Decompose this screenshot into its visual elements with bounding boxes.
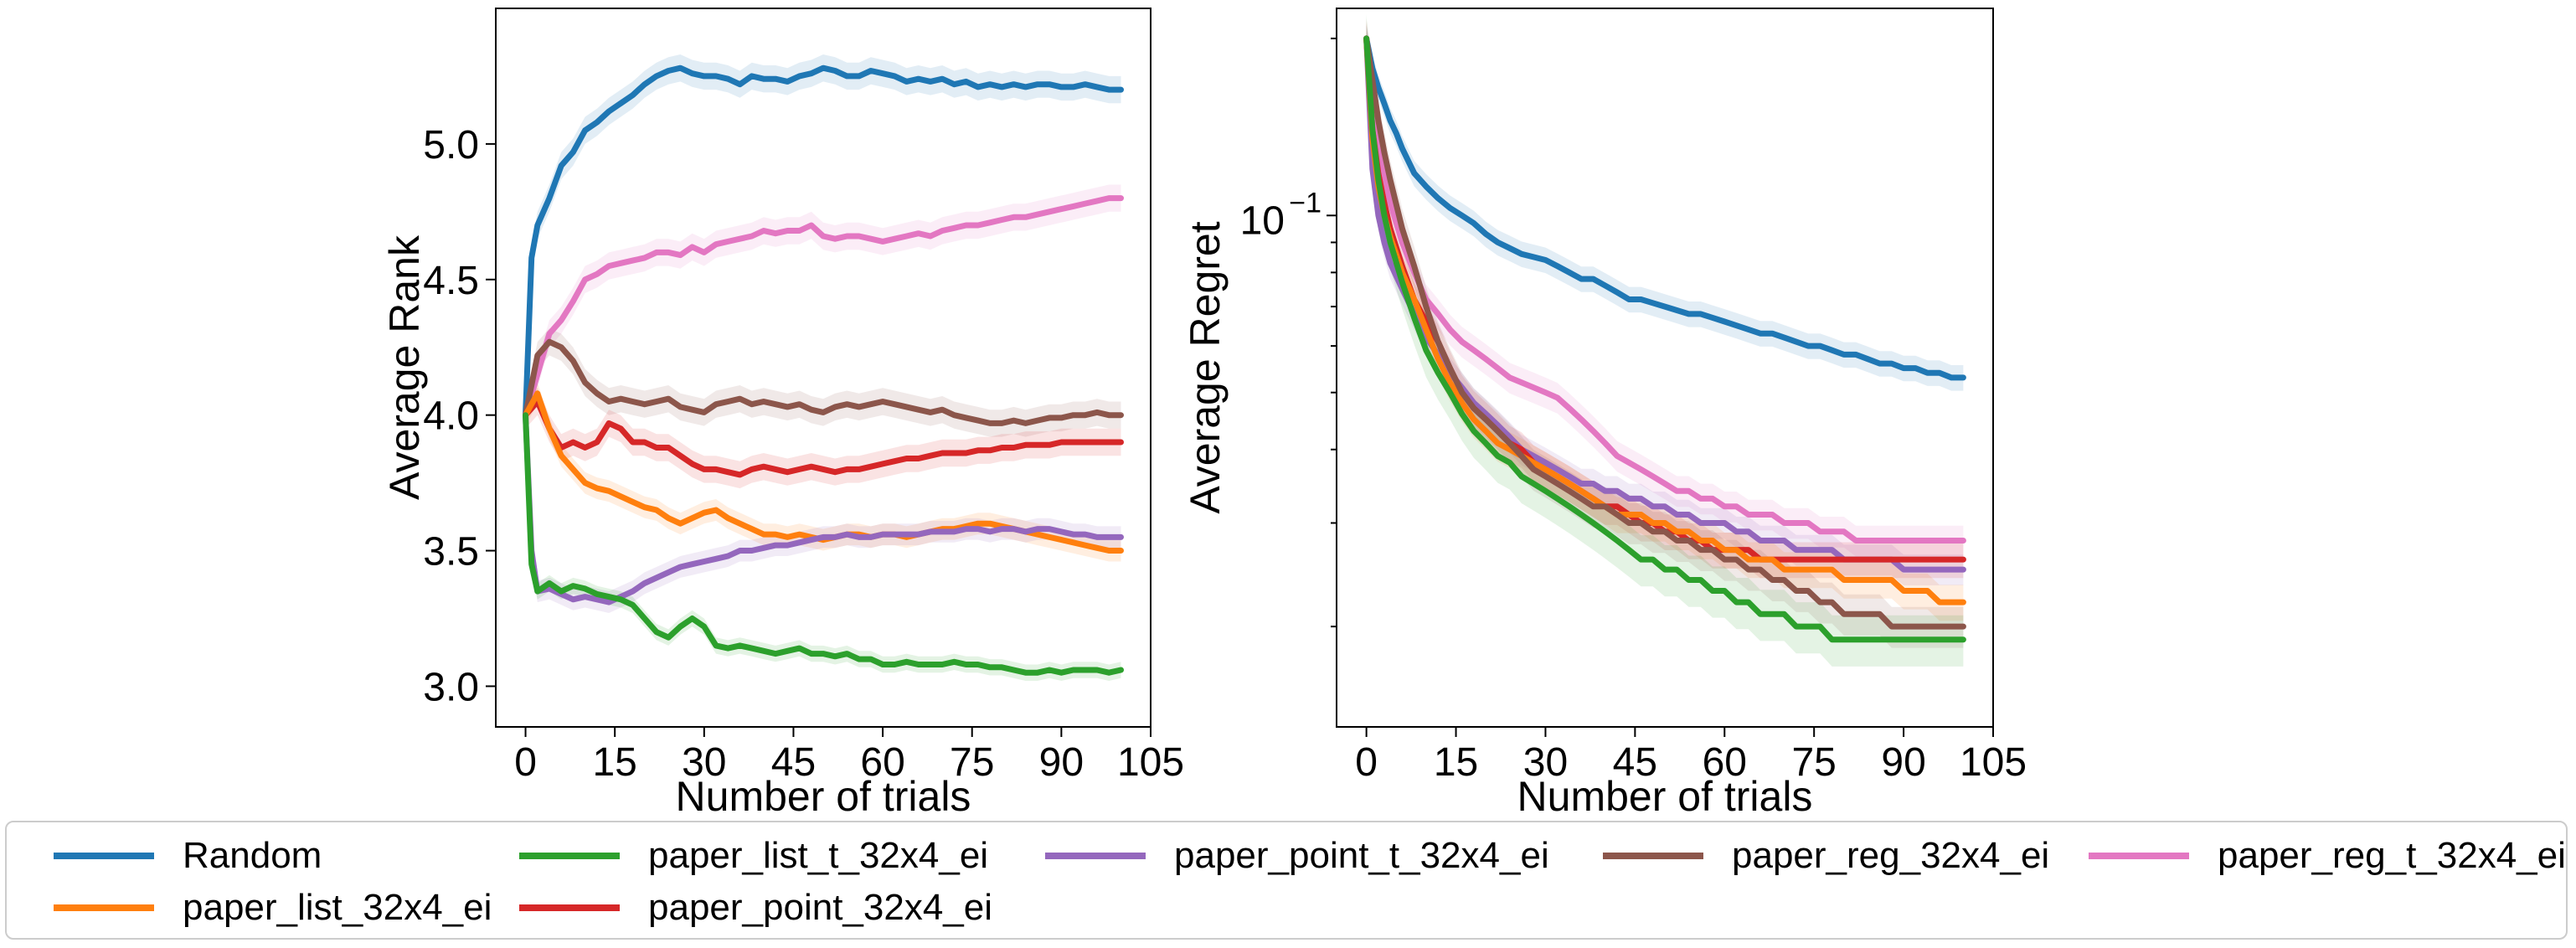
legend: Random paper_list_32x4_ei paper_list_t_3… (5, 821, 2568, 940)
x-tick-label: 30 (1523, 740, 1568, 785)
y-tick-label: 4.0 (423, 394, 479, 439)
band-random (525, 54, 1121, 429)
series-line-paper-point-32x4-ei (523, 399, 1124, 478)
series-line-paper-list-32x4-ei (1363, 35, 1966, 605)
legend-label: paper_list_t_32x4_ei (648, 835, 989, 876)
legend-item-paper-list: paper_list_32x4_ei (54, 883, 492, 933)
series-line-paper-list-t-32x4-ei (523, 412, 1124, 676)
x-tick-label: 75 (950, 740, 994, 785)
legend-label: Random (183, 835, 322, 876)
x-tick-label: 15 (1434, 740, 1478, 785)
x-tick-label: 75 (1791, 740, 1836, 785)
legend-label: paper_list_32x4_ei (183, 887, 492, 928)
band-random (1366, 26, 1964, 391)
series-line-paper-list-t-32x4-ei (1363, 35, 1966, 643)
series-lines (523, 64, 1124, 676)
band-paper-list-32x4-ei (525, 382, 1121, 562)
x-axis-label: Number of trials (676, 773, 971, 820)
average-regret-chart: 0 15 30 45 60 75 90 105 10 −1 Number of trials Aver… (1182, 8, 2027, 820)
band-paper-reg-t-32x4-ei (1366, 23, 1964, 557)
x-tick-label: 60 (1703, 740, 1747, 785)
average-rank-chart: 0 15 30 45 60 75 90 105 3.0 3.5 4.0 4.5 5.0 Number of… (381, 8, 1184, 820)
series-line-paper-reg-32x4-ei (1363, 35, 1966, 630)
axes-frame (1336, 8, 1994, 728)
legend-label: paper_reg_t_32x4_ei (2218, 835, 2566, 876)
legend-swatch (1045, 853, 1146, 859)
x-tick-label: 30 (682, 740, 726, 785)
y-tick-label: 3.5 (423, 530, 479, 574)
legend-swatch (54, 853, 154, 859)
series-line-paper-reg-t-32x4-ei (1363, 35, 1966, 544)
x-tick-label: 105 (1117, 740, 1184, 785)
legend-item-paper-point: paper_point_32x4_ei (519, 883, 992, 933)
legend-swatch (1603, 853, 1703, 859)
y-tick-label: 4.5 (423, 259, 479, 303)
axes-frame (495, 8, 1151, 728)
y-axis-label: Average Rank (381, 234, 428, 500)
x-tick-label: 0 (1355, 740, 1378, 785)
series-lines (1363, 35, 1966, 643)
confidence-bands (525, 54, 1121, 681)
series-line-random (1363, 35, 1966, 381)
series-line-paper-reg-t-32x4-ei (523, 195, 1124, 419)
band-paper-point-32x4-ei (525, 388, 1121, 489)
legend-label: paper_point_32x4_ei (648, 887, 993, 928)
y-tick-label: 10 (1240, 198, 1285, 243)
legend-label: paper_reg_32x4_ei (1732, 835, 2050, 876)
legend-item-paper-reg-t: paper_reg_t_32x4_ei (2089, 831, 2566, 881)
band-paper-point-32x4-ei (1366, 21, 1964, 579)
band-paper-point-t-32x4-ei (525, 404, 1121, 613)
legend-swatch (519, 904, 620, 911)
legend-item-random: Random (54, 831, 322, 881)
series-line-paper-reg-32x4-ei (523, 338, 1124, 426)
legend-item-paper-reg: paper_reg_32x4_ei (1603, 831, 2049, 881)
x-tick-label: 60 (860, 740, 904, 785)
series-line-random (523, 64, 1124, 419)
band-paper-reg-32x4-ei (525, 328, 1121, 437)
x-tick-label: 45 (1613, 740, 1657, 785)
legend-swatch (54, 904, 154, 911)
x-tick-label: 15 (592, 740, 636, 785)
y-axis-label: Average Regret (1182, 221, 1229, 513)
x-tick-label: 45 (771, 740, 816, 785)
x-tick-label: 90 (1881, 740, 1925, 785)
legend-label: paper_point_t_32x4_ei (1174, 835, 1549, 876)
y-tick-label: 5.0 (423, 123, 479, 167)
y-tick-exponent: −1 (1289, 187, 1321, 219)
legend-swatch (519, 853, 620, 859)
band-paper-reg-t-32x4-ei (525, 184, 1121, 429)
legend-item-paper-point-t: paper_point_t_32x4_ei (1045, 831, 1549, 881)
x-tick-label: 105 (1960, 740, 2027, 785)
x-axis-label: Number of trials (1517, 773, 1813, 820)
legend-swatch (2089, 853, 2189, 859)
y-tick-label: 3.0 (423, 665, 479, 709)
x-tick-label: 90 (1039, 740, 1084, 785)
x-tick-label: 0 (514, 740, 537, 785)
legend-item-paper-list-t: paper_list_t_32x4_ei (519, 831, 988, 881)
